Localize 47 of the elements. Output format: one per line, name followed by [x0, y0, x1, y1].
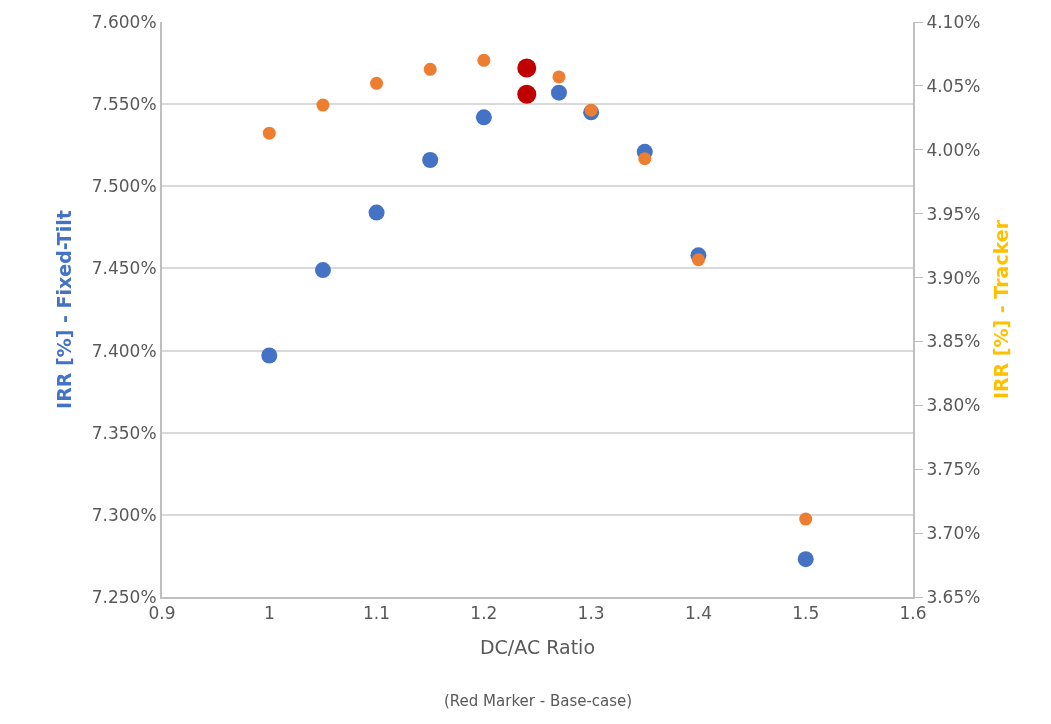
y2-tick-label: 3.70% — [926, 523, 981, 544]
point — [517, 84, 537, 104]
x-tick-label: 1.4 — [684, 603, 712, 624]
point — [691, 253, 705, 267]
point — [638, 152, 652, 166]
point — [552, 70, 566, 84]
y2-tick-label: 3.75% — [926, 459, 981, 480]
y-tick-label: 7.350% — [91, 422, 157, 443]
y2-tick-label: 3.80% — [926, 395, 981, 416]
y-tick-label: 7.450% — [91, 258, 157, 279]
point — [314, 262, 331, 279]
x-tick-label: 1.5 — [792, 603, 820, 624]
y-tick-label: 7.300% — [91, 504, 157, 525]
y2-tick-label: 3.90% — [926, 267, 981, 288]
x-tick-label: 1 — [263, 603, 275, 624]
point — [368, 204, 385, 221]
point — [550, 84, 567, 101]
y2-tick-label: 4.00% — [926, 139, 981, 160]
x-axis-title: DC/AC Ratio — [479, 635, 596, 658]
x-tick-label: 1.1 — [363, 603, 391, 624]
x-tick-label: 1.6 — [899, 603, 927, 624]
y2-tick-label: 4.10% — [926, 11, 981, 32]
point — [797, 551, 814, 568]
point — [316, 98, 330, 112]
point — [799, 512, 813, 526]
y-tick-label: 7.400% — [91, 340, 157, 361]
y-tick-label: 7.500% — [91, 176, 157, 197]
point — [517, 58, 537, 78]
x-tick-label: 1.2 — [470, 603, 498, 624]
point — [475, 109, 492, 126]
y2-tick-label: 4.05% — [926, 75, 981, 96]
x-tick-label: 1.3 — [577, 603, 605, 624]
point — [423, 62, 437, 76]
y-tick-label: 7.550% — [91, 94, 157, 115]
y2-tick-label: 3.95% — [926, 203, 981, 224]
text: (Red Marker - Base-case) — [444, 692, 633, 710]
y2-tick-label: 3.85% — [926, 331, 981, 352]
y-tick-label: 7.600% — [91, 11, 157, 32]
point — [370, 76, 384, 90]
y2-tick-label: 3.65% — [926, 586, 981, 607]
point — [261, 347, 278, 364]
point — [477, 53, 491, 67]
point — [584, 103, 598, 117]
point — [422, 152, 439, 168]
y2-axis-title: IRR [%] - Tracker — [989, 219, 1012, 400]
y-axis-title: IRR [%] - Fixed-Tilt — [53, 210, 76, 409]
point — [262, 126, 276, 140]
